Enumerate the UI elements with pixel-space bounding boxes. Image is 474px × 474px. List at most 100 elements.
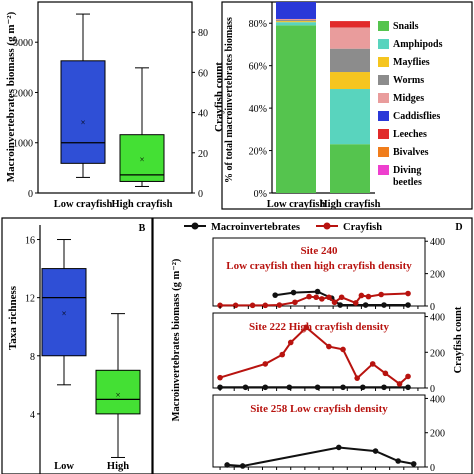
crayfish-point	[217, 302, 223, 309]
legend-label: Worms	[393, 75, 424, 86]
y-tick-label: 12	[25, 294, 35, 305]
y-tick-label: 3000	[13, 38, 33, 49]
bar-segment	[276, 21, 316, 23]
y-tick-label: 60%	[249, 62, 267, 73]
box	[119, 134, 165, 182]
y-tick-label: 1000	[13, 139, 33, 150]
legend-label: Amphipods	[393, 39, 443, 50]
legend-label: beetles	[393, 177, 422, 188]
crayfish-point	[279, 351, 286, 358]
crayfish-point	[262, 361, 269, 367]
mean-marker: ×	[80, 118, 85, 128]
panel-d-frame	[152, 217, 473, 474]
legend-swatch	[378, 39, 389, 49]
y2-axis-label: Crayfish count	[453, 306, 464, 373]
y-tick-label: 40%	[249, 104, 267, 115]
crayfish-point	[217, 374, 223, 381]
crayfish-point	[249, 302, 256, 309]
macroinvertebrates-point	[272, 292, 278, 298]
crayfish-point	[358, 292, 365, 299]
panel-b-frame	[1, 217, 153, 474]
legend-swatch	[378, 147, 389, 157]
y-axis-label: Macroinvertebrates biomass (g m⁻²)	[171, 258, 182, 421]
crayfish-point	[303, 324, 310, 331]
crayfish-point	[326, 294, 332, 301]
bar-segment	[276, 20, 316, 22]
box	[95, 369, 141, 415]
x-category-label: Low crayfish	[267, 199, 326, 210]
macroinvertebrates-point	[372, 448, 379, 454]
bar-segment	[276, 25, 316, 193]
crayfish-point	[276, 302, 283, 308]
y-tick-label: 0%	[254, 189, 267, 200]
macroinvertebrates-point	[381, 302, 387, 308]
legend-label: Leeches	[393, 129, 427, 140]
y2-tick-label: 20	[198, 149, 208, 160]
panel-c-frame	[221, 1, 473, 210]
crayfish-point	[326, 343, 332, 350]
macroinvertebrates-point	[224, 462, 230, 468]
y2-tick-label: 80	[198, 28, 208, 39]
legend-marker	[191, 222, 199, 230]
y2-tick-label: 0	[430, 384, 435, 395]
crayfish-point	[262, 302, 269, 309]
crayfish-point	[313, 294, 319, 301]
mean-marker: ×	[115, 390, 120, 400]
legend-swatch	[378, 165, 389, 175]
legend-swatch	[378, 57, 389, 67]
subplot-subtitle: Low crayfish then high crayfish density	[226, 260, 412, 272]
crayfish-point	[396, 381, 403, 387]
x-category-label: High	[107, 461, 129, 472]
crayfish-point	[319, 296, 325, 302]
bar-segment	[330, 21, 370, 28]
macroinvertebrates-point	[405, 302, 411, 308]
mean-marker: ×	[139, 154, 144, 164]
subplot-title: Site 258 Low crayfish density	[250, 403, 388, 415]
box	[60, 60, 106, 164]
macroinvertebrates-point	[360, 384, 366, 391]
y-axis-label: % of total macroinvertebrates biomass	[224, 17, 235, 183]
y2-tick-label: 0	[430, 463, 435, 474]
panel-label-b: B	[139, 223, 146, 234]
y2-tick-label: 200	[430, 270, 445, 281]
subplot-title: Site 222 High crayfish density	[249, 321, 389, 333]
x-category-label: Low crayfish	[54, 199, 113, 210]
y2-tick-label: 200	[430, 429, 445, 440]
x-category-label: High crayfish	[112, 199, 173, 210]
y2-tick-label: 400	[430, 394, 445, 405]
macroinvertebrates-point	[395, 458, 401, 464]
box	[41, 268, 87, 357]
macroinvertebrates-point	[337, 302, 344, 308]
y-tick-label: 20%	[249, 147, 267, 158]
y-tick-label: 2000	[13, 88, 33, 99]
legend-swatch	[378, 75, 389, 85]
legend-label: Macroinvertebrates	[211, 222, 300, 233]
y2-tick-label: 200	[430, 348, 445, 359]
crayfish-point	[382, 370, 389, 377]
macroinvertebrates-point	[242, 384, 249, 391]
crayfish-point	[292, 299, 298, 306]
crayfish-point	[232, 302, 239, 309]
y-tick-label: 4	[30, 410, 35, 421]
y2-tick-label: 400	[430, 313, 445, 324]
macroinvertebrates-point	[314, 288, 321, 295]
panel-a-frame	[37, 1, 193, 194]
macroinvertebrates-point	[381, 384, 387, 391]
crayfish-point	[405, 290, 411, 297]
y2-tick-label: 60	[198, 68, 208, 79]
crayfish-point	[365, 293, 372, 300]
y2-tick-label: 0	[198, 189, 203, 200]
crayfish-point	[352, 300, 359, 306]
crayfish-line	[219, 326, 409, 386]
crayfish-point	[331, 299, 338, 306]
macroinvertebrates-point	[335, 444, 342, 451]
macroinvertebrates-point	[362, 302, 369, 308]
y-axis-label: Taxa richness	[7, 285, 19, 350]
mean-marker: ×	[61, 309, 66, 319]
legend-swatch	[378, 21, 389, 31]
crayfish-point	[369, 361, 376, 367]
bar-segment	[330, 48, 370, 73]
macroinvertebrates-point	[262, 384, 269, 391]
legend-label: Mayflies	[393, 57, 430, 68]
